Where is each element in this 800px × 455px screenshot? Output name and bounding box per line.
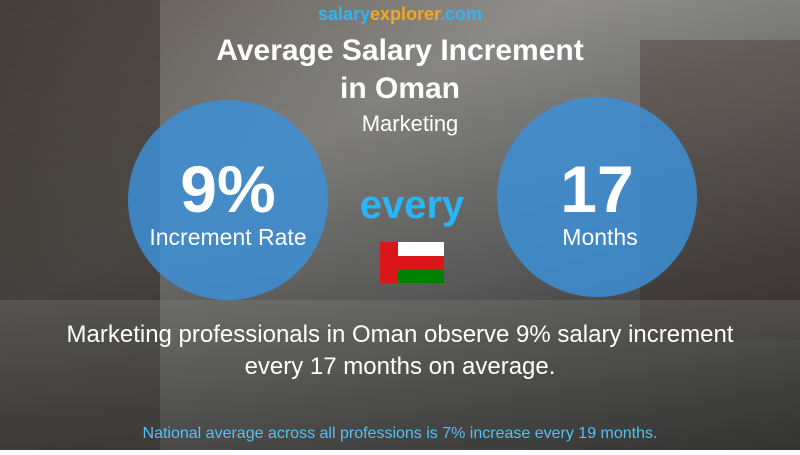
subtitle: Marketing <box>362 111 459 136</box>
period-label: Months <box>562 224 637 250</box>
logo: salaryexplorer.com <box>318 4 482 24</box>
oman-flag <box>380 242 444 283</box>
rate-label: Increment Rate <box>149 224 306 250</box>
left-circle <box>128 100 328 300</box>
description-line: every 17 months on average. <box>245 353 556 380</box>
connector: every <box>360 183 465 227</box>
rate-value: 9% <box>180 152 275 226</box>
title-line: in Oman <box>340 72 460 105</box>
logo-part: salary <box>318 4 370 24</box>
description-line: Marketing professionals in Oman observe … <box>67 321 734 348</box>
period-value: 17 <box>560 152 633 226</box>
right-circle <box>497 97 697 297</box>
logo-part: .com <box>440 4 482 24</box>
title-line: Average Salary Increment <box>216 34 583 67</box>
footnote: National average across all professions … <box>143 425 658 442</box>
logo-part: explorer <box>370 4 441 24</box>
